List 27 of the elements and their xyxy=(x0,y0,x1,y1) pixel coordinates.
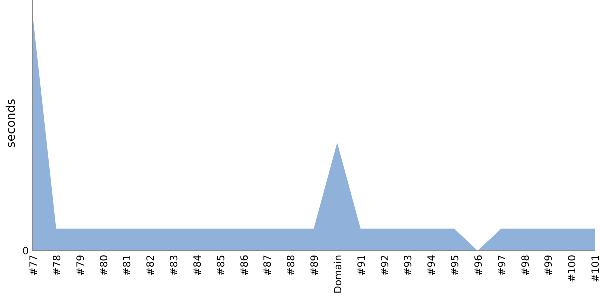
x-tick-label: #91 xyxy=(356,255,368,276)
x-tick-label: #96 xyxy=(474,255,485,276)
x-tick-label: #98 xyxy=(520,255,532,276)
x-tick-label: #99 xyxy=(544,255,556,276)
x-tick-label: #86 xyxy=(240,255,251,276)
x-tick-label: #100 xyxy=(568,255,579,282)
x-tick-label: Domain xyxy=(333,255,344,294)
x-tick-label: #80 xyxy=(99,255,110,276)
x-tick-label: #97 xyxy=(497,255,508,276)
x-tick-label: #92 xyxy=(380,255,392,276)
text: 0 xyxy=(22,246,29,258)
x-tick-label: #95 xyxy=(450,255,462,276)
x-tick-label: #84 xyxy=(192,255,204,276)
x-tick-label: #82 xyxy=(146,255,158,276)
x-tick-label: #93 xyxy=(404,255,415,276)
x-tick-label: #81 xyxy=(122,255,134,276)
x-tick-label: #94 xyxy=(427,255,438,276)
x-tick-label: #85 xyxy=(216,255,228,276)
x-tick-label: #87 xyxy=(263,255,274,276)
x-tick-label: #89 xyxy=(310,255,321,276)
x-tick-label: #101 xyxy=(591,255,600,282)
y-axis-title: seconds xyxy=(4,98,18,148)
x-tick-label: #77 xyxy=(29,255,40,276)
x-tick-label: #78 xyxy=(52,255,64,276)
x-tick-label: #79 xyxy=(76,255,87,276)
x-tick-label: #83 xyxy=(170,255,180,276)
x-tick-label: #88 xyxy=(286,255,298,276)
